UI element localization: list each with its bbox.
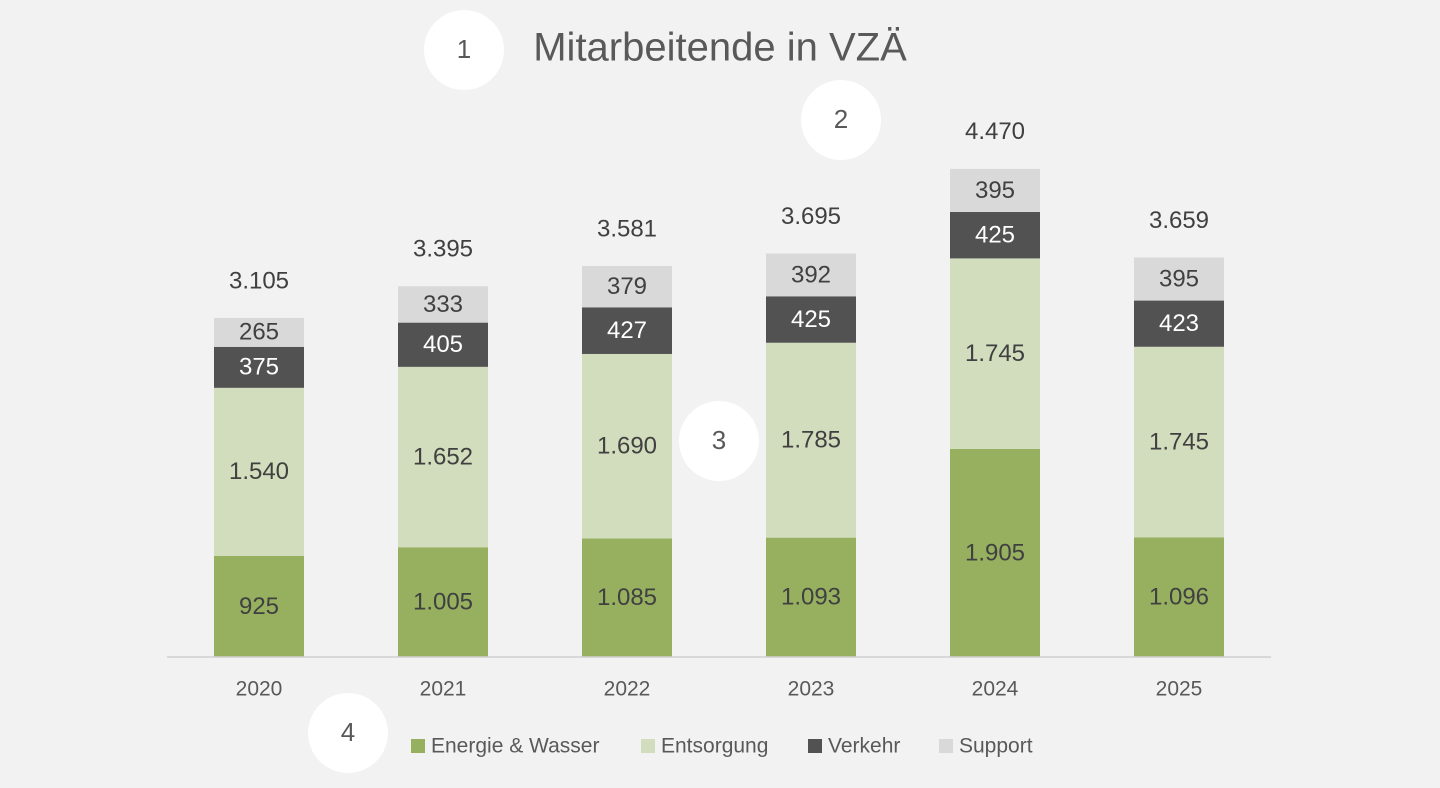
bar-segment xyxy=(214,317,304,347)
annotation-number: 1 xyxy=(457,34,471,64)
total-label: 3.105 xyxy=(229,267,289,294)
total-label: 3.581 xyxy=(597,215,657,242)
annotation-number: 2 xyxy=(834,104,848,134)
bar-segment xyxy=(950,448,1040,657)
data-label: 427 xyxy=(607,317,647,344)
data-label: 392 xyxy=(791,261,831,288)
bar-segment xyxy=(1134,537,1224,657)
bar-segment xyxy=(582,538,672,657)
legend-label: Verkehr xyxy=(828,735,900,758)
bar-segment xyxy=(1134,257,1224,301)
data-label: 379 xyxy=(607,273,647,300)
bar-segment xyxy=(398,322,488,367)
data-label: 1.745 xyxy=(965,340,1025,367)
bar-segment xyxy=(214,346,304,388)
legend-swatch xyxy=(641,739,655,753)
bar-segment xyxy=(766,537,856,657)
annotation-circle xyxy=(308,693,388,773)
bar-segment xyxy=(398,366,488,548)
bar-segment xyxy=(766,296,856,343)
annotation-circle xyxy=(424,10,504,90)
x-tick-label: 2021 xyxy=(420,678,467,701)
data-label: 1.093 xyxy=(781,584,841,611)
data-label: 425 xyxy=(975,222,1015,249)
data-label: 1.690 xyxy=(597,433,657,460)
x-tick-label: 2025 xyxy=(1156,678,1203,701)
x-tick-label: 2020 xyxy=(236,678,283,701)
data-label: 925 xyxy=(239,593,279,620)
data-label: 1.652 xyxy=(413,443,473,470)
data-label: 1.785 xyxy=(781,427,841,454)
legend-label: Support xyxy=(959,735,1033,758)
annotation: 1 xyxy=(424,10,504,90)
legend-item: Support xyxy=(939,735,1033,758)
data-label: 1.905 xyxy=(965,539,1025,566)
bar-segment xyxy=(766,253,856,297)
total-label: 4.470 xyxy=(965,118,1025,145)
data-label: 1.745 xyxy=(1149,428,1209,455)
annotation-circle xyxy=(679,401,759,481)
bar-segment xyxy=(950,212,1040,259)
legend-item: Verkehr xyxy=(808,735,900,758)
annotation-circle xyxy=(801,80,881,160)
legend-swatch xyxy=(808,739,822,753)
bar-segment xyxy=(1134,300,1224,347)
data-label: 1.540 xyxy=(229,458,289,485)
data-label: 1.085 xyxy=(597,584,657,611)
legend-item: Energie & Wasser xyxy=(411,735,599,758)
chart-title: Mitarbeitende in VZÄ xyxy=(533,26,907,70)
legend-label: Entsorgung xyxy=(661,735,768,758)
legend-label: Energie & Wasser xyxy=(431,735,599,758)
annotation-number: 4 xyxy=(341,717,355,747)
total-label: 3.695 xyxy=(781,203,841,230)
bar-segment xyxy=(398,547,488,657)
legend-swatch xyxy=(939,739,953,753)
total-label: 3.659 xyxy=(1149,207,1209,234)
x-tick-label: 2023 xyxy=(788,678,835,701)
bar-segment xyxy=(1134,346,1224,538)
annotation: 3 xyxy=(679,401,759,481)
annotation: 4 xyxy=(308,693,388,773)
bar-segment xyxy=(950,258,1040,449)
data-label: 423 xyxy=(1159,310,1199,337)
bar-segment xyxy=(582,265,672,308)
legend-item: Entsorgung xyxy=(641,735,768,758)
x-tick-label: 2024 xyxy=(972,678,1019,701)
bar-segment xyxy=(582,353,672,539)
bar-segment xyxy=(950,168,1040,213)
bar-segment xyxy=(582,307,672,354)
bar-segment xyxy=(398,286,488,323)
bar-segment xyxy=(214,555,304,657)
data-label: 1.005 xyxy=(413,588,473,615)
data-label: 425 xyxy=(791,306,831,333)
bar-segment xyxy=(766,342,856,538)
annotation: 2 xyxy=(801,80,881,160)
data-label: 265 xyxy=(239,319,279,346)
data-label: 333 xyxy=(423,291,463,318)
data-label: 1.096 xyxy=(1149,584,1209,611)
bar-segment xyxy=(214,387,304,556)
annotation-number: 3 xyxy=(712,425,726,455)
data-label: 395 xyxy=(975,177,1015,204)
legend-swatch xyxy=(411,739,425,753)
x-tick-label: 2022 xyxy=(604,678,651,701)
total-label: 3.395 xyxy=(413,236,473,263)
data-label: 395 xyxy=(1159,265,1199,292)
data-label: 375 xyxy=(239,354,279,381)
data-label: 405 xyxy=(423,331,463,358)
